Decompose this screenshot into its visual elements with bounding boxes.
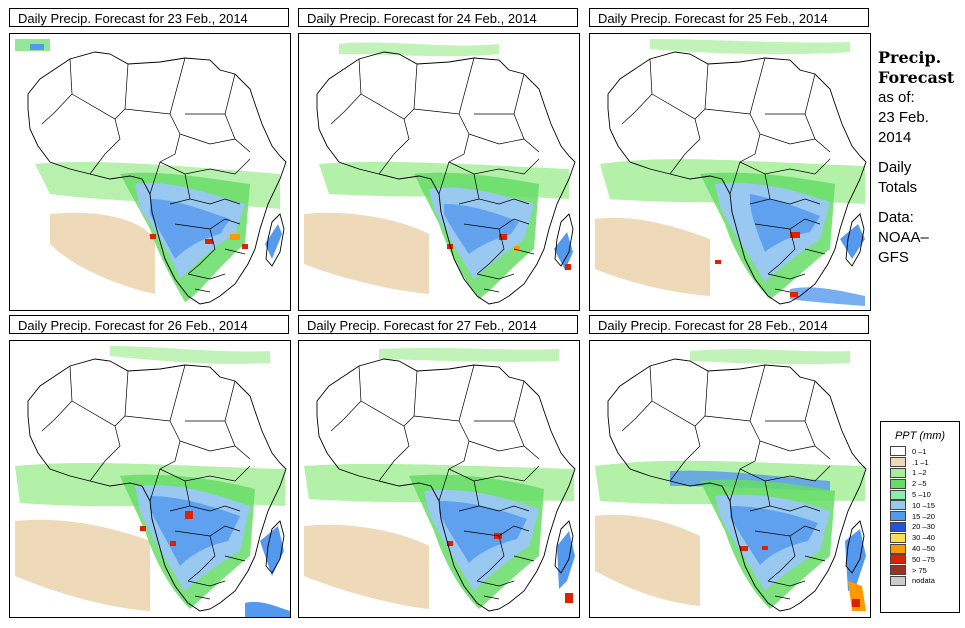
africa-map-25-feb	[590, 34, 870, 310]
africa-map-28-feb	[590, 341, 870, 617]
info-sidebar: Precip. Forecast as of: 23 Feb. 2014 Dai…	[878, 48, 963, 268]
forecast-panel-27-feb: Daily Precip. Forecast for 27 Feb., 2014	[298, 315, 580, 618]
forecast-panel-26-feb: Daily Precip. Forecast for 26 Feb., 2014	[9, 315, 291, 618]
legend-item: nodata	[881, 575, 959, 587]
precip-map	[298, 33, 580, 311]
data-label: Data:	[878, 209, 914, 226]
africa-map-23-feb	[10, 34, 290, 310]
legend-swatch	[890, 521, 906, 532]
legend-swatch	[890, 478, 906, 489]
legend-label: 15 –20	[912, 511, 935, 521]
legend-item: 40 –50	[881, 543, 959, 554]
legend-label: 50 –75	[912, 554, 935, 564]
legend-swatch	[890, 565, 906, 576]
panel-title: Daily Precip. Forecast for 23 Feb., 2014	[9, 8, 289, 27]
totals-label: Totals	[878, 179, 918, 196]
panel-title: Daily Precip. Forecast for 26 Feb., 2014	[9, 315, 289, 334]
panel-title: Daily Precip. Forecast for 27 Feb., 2014	[298, 315, 578, 334]
as-of-date: 23 Feb.	[878, 109, 929, 126]
africa-map-26-feb	[10, 341, 290, 617]
legend-label: > 75	[912, 565, 927, 575]
legend-label: 5 –10	[912, 490, 931, 500]
legend-title: PPT (mm)	[894, 430, 946, 442]
legend-swatch	[890, 543, 906, 554]
legend-item: 50 –75	[881, 554, 959, 565]
precip-map	[589, 340, 871, 618]
data-source-1: NOAA–	[878, 229, 929, 246]
as-of-label: as of:	[878, 89, 915, 106]
legend-label: .1 –1	[912, 457, 929, 467]
legend-swatch	[890, 554, 906, 565]
legend-swatch	[890, 532, 906, 543]
legend-item: 20 –30	[881, 521, 959, 533]
panel-title: Daily Precip. Forecast for 28 Feb., 2014	[589, 315, 869, 334]
africa-map-24-feb	[299, 34, 579, 310]
forecast-panel-25-feb: Daily Precip. Forecast for 25 Feb., 2014	[589, 8, 871, 311]
daily-label: Daily	[878, 159, 912, 176]
legend-swatch	[890, 575, 906, 586]
legend-swatch	[890, 467, 906, 478]
legend-swatch	[890, 446, 906, 457]
panel-title: Daily Precip. Forecast for 24 Feb., 2014	[298, 8, 578, 27]
legend-item: 30 –40	[881, 532, 959, 543]
legend-label: 20 –30	[912, 522, 935, 532]
data-source-2: GFS	[878, 249, 909, 266]
precip-legend: PPT (mm) 0 –1.1 –1 1 –2 2 –5 5 –10 10 –15 15 …	[880, 421, 960, 613]
legend-swatch	[890, 457, 906, 468]
africa-map-27-feb	[299, 341, 579, 617]
legend-item: 0 –1	[881, 446, 959, 457]
legend-swatch	[890, 500, 906, 511]
legend-item: .1 –1	[881, 457, 959, 468]
legend-label: nodata	[912, 576, 935, 586]
legend-rows: 0 –1.1 –1 1 –2 2 –5 5 –10 10 –15 15 –20 20 –30…	[881, 446, 959, 586]
precip-map	[298, 340, 580, 618]
as-of-year: 2014	[878, 129, 912, 146]
legend-swatch	[890, 489, 906, 500]
forecast-panel-23-feb: Daily Precip. Forecast for 23 Feb., 2014	[9, 8, 291, 311]
legend-label: 1 –2	[912, 468, 927, 478]
legend-item: 15 –20	[881, 511, 959, 522]
forecast-panel-28-feb: Daily Precip. Forecast for 28 Feb., 2014	[589, 315, 871, 618]
precip-map	[589, 33, 871, 311]
legend-label: 0 –1	[912, 446, 927, 456]
legend-swatch	[890, 511, 906, 522]
legend-item: 10 –15	[881, 500, 959, 511]
legend-label: 30 –40	[912, 533, 935, 543]
legend-item: 1 –2	[881, 467, 959, 479]
legend-label: 40 –50	[912, 544, 935, 554]
panel-title: Daily Precip. Forecast for 25 Feb., 2014	[589, 8, 869, 27]
legend-label: 10 –15	[912, 500, 935, 510]
legend-item: > 75	[881, 565, 959, 576]
legend-label: 2 –5	[912, 479, 927, 489]
legend-item: 2 –5	[881, 478, 959, 489]
precip-map	[9, 33, 291, 311]
heading-line-2: Forecast	[878, 68, 955, 87]
forecast-panel-24-feb: Daily Precip. Forecast for 24 Feb., 2014	[298, 8, 580, 311]
legend-item: 5 –10	[881, 489, 959, 500]
precip-map	[9, 340, 291, 618]
heading-line-1: Precip.	[878, 48, 942, 67]
